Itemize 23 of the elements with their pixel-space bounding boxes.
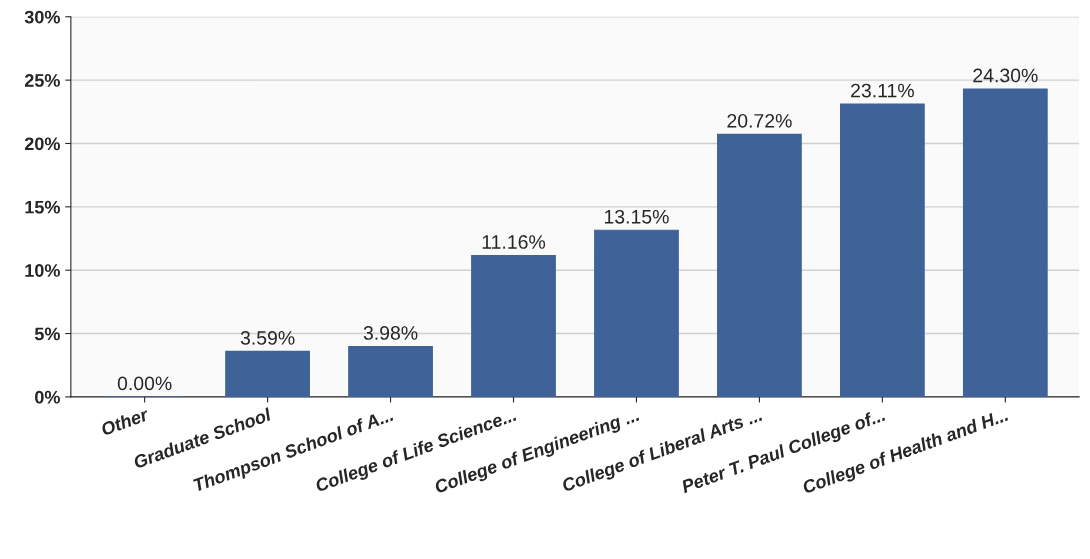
bar xyxy=(225,350,310,397)
data-label: 11.16% xyxy=(482,235,546,249)
y-tick-label: 25% xyxy=(24,74,60,87)
x-tick-label: Other xyxy=(100,407,150,436)
data-label: 24.30% xyxy=(973,68,1038,83)
y-tick-label: 30% xyxy=(24,10,60,24)
bar xyxy=(594,229,679,397)
data-label: 23.11% xyxy=(851,83,914,98)
bar xyxy=(840,103,925,397)
y-tick-label: 5% xyxy=(34,327,60,341)
bar xyxy=(962,88,1048,397)
y-tick-label: 10% xyxy=(25,264,60,277)
data-label: 0.00% xyxy=(117,376,172,391)
y-tick-label: 20% xyxy=(24,137,60,151)
bar xyxy=(348,345,433,397)
data-label: 13.15% xyxy=(604,209,669,224)
bar xyxy=(471,254,556,397)
y-tick-label: 15% xyxy=(25,200,60,214)
data-label: 3.98% xyxy=(363,326,418,340)
data-label: 3.59% xyxy=(240,331,295,345)
bar xyxy=(717,133,802,397)
data-label: 20.72% xyxy=(727,113,792,128)
y-tick-label: 0% xyxy=(35,390,60,404)
